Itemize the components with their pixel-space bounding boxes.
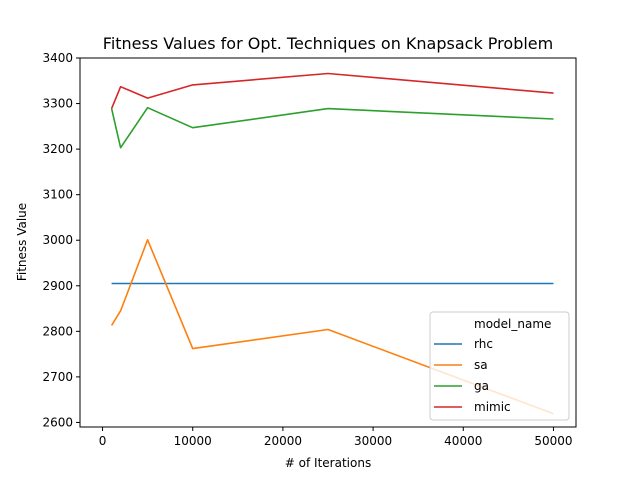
legend-label-ga: ga (474, 379, 489, 393)
x-tick-label: 20000 (264, 434, 302, 448)
y-tick-label: 3400 (42, 51, 73, 65)
x-tick-label: 10000 (174, 434, 212, 448)
x-tick-label: 30000 (354, 434, 392, 448)
x-tick-label: 0 (99, 434, 107, 448)
y-axis: 2600 2700 2800 2900 3000 3100 3200 3300 3400 (42, 51, 80, 429)
y-tick-label: 3200 (42, 142, 73, 156)
x-axis-label: # of Iterations (285, 456, 371, 470)
legend-box (429, 311, 570, 421)
plot-frame (79, 57, 577, 428)
legend-title: model_name (474, 317, 551, 331)
series-line-sa (110, 239, 554, 415)
x-axis: 0 10000 20000 30000 40000 50000 (99, 427, 573, 448)
y-tick-label: 3300 (42, 97, 73, 111)
legend-label-mimic: mimic (474, 400, 511, 414)
y-tick-label: 2800 (42, 324, 73, 338)
y-tick-label: 3000 (42, 233, 73, 247)
x-tick-label: 50000 (534, 434, 572, 448)
series-line-ga (110, 106, 554, 149)
y-tick-label: 3100 (42, 188, 73, 202)
plot-area (79, 57, 577, 428)
y-tick-label: 2700 (42, 370, 73, 384)
y-axis-label: Fitness Value (15, 203, 29, 281)
x-tick-label: 40000 (444, 434, 482, 448)
series-group (110, 72, 554, 415)
chart-title: Fitness Values for Opt. Techniques on Kn… (103, 34, 553, 53)
legend-label-rhc: rhc (474, 337, 493, 351)
series-line-mimic (110, 72, 554, 109)
y-tick-label: 2900 (42, 279, 73, 293)
y-tick-label: 2600 (42, 415, 73, 429)
legend-label-sa: sa (474, 358, 488, 372)
